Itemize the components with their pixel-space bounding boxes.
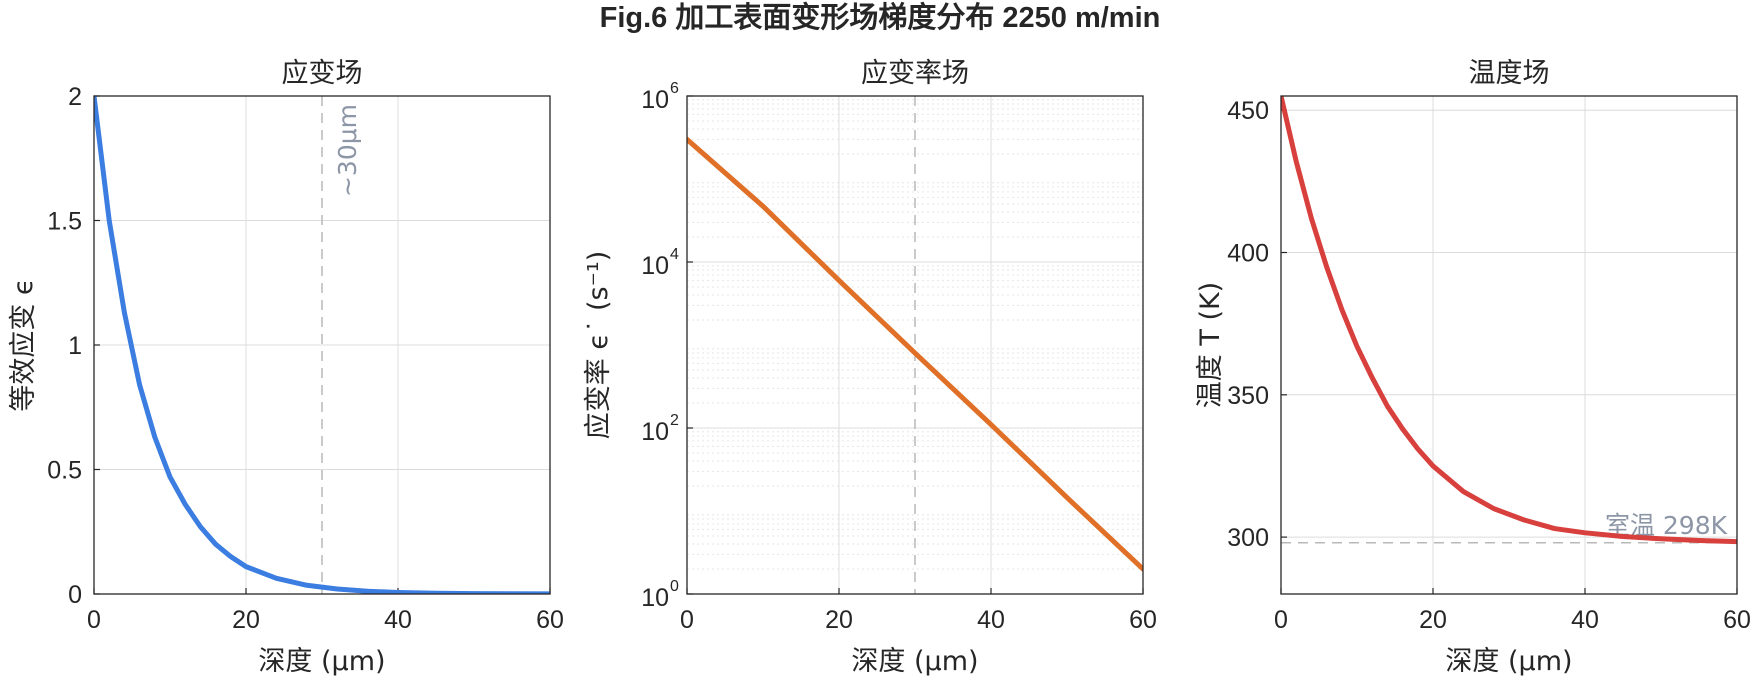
x-tick-label: 0 [87, 606, 101, 634]
y-tick-label-exponent: 6 [670, 80, 679, 97]
y-tick-label-exponent: 0 [670, 578, 679, 595]
x-axis-label: 深度 (μm) [1445, 646, 1572, 677]
y-tick-label: 400 [1227, 240, 1269, 268]
y-tick-label-exponent: 4 [670, 246, 679, 263]
y-axis-label: 应变率 ϵ˙ (s⁻¹) [583, 251, 614, 440]
series-line [687, 136, 1143, 572]
y-tick-label: 2 [68, 83, 82, 111]
x-tick-label: 0 [1274, 606, 1288, 634]
x-tick-label: 40 [1571, 606, 1599, 634]
series-line [94, 96, 550, 594]
y-tick-label-base: 10 [641, 584, 669, 612]
y-tick-label: 450 [1227, 97, 1269, 125]
axes-box [1280, 95, 1738, 595]
x-axis-label: 深度 (μm) [851, 646, 978, 677]
y-tick-label: 1 [68, 332, 82, 360]
x-tick-label: 60 [1723, 606, 1751, 634]
y-tick-label: 1.5 [47, 208, 82, 236]
y-tick-label-base: 10 [641, 252, 669, 280]
y-tick-label-exponent: 2 [670, 412, 679, 429]
x-tick-label: 0 [680, 606, 694, 634]
y-axis-label: 等效应变 ϵ [8, 278, 39, 411]
x-tick-label: 20 [825, 606, 853, 634]
x-tick-label: 40 [977, 606, 1005, 634]
x-tick-label: 60 [1129, 606, 1157, 634]
y-tick-label: 350 [1227, 382, 1269, 410]
y-axis-label: 温度 T (K) [1195, 282, 1226, 408]
y-tick-label: 300 [1227, 524, 1269, 552]
y-tick-label: 0 [68, 581, 82, 609]
x-axis-label: 深度 (μm) [258, 646, 385, 677]
x-tick-label: 20 [1419, 606, 1447, 634]
subplot-title: 温度场 [1469, 58, 1550, 89]
series-line [1281, 96, 1737, 545]
y-tick-label-base: 10 [641, 86, 669, 114]
x-tick-label: 40 [384, 606, 412, 634]
subplot-title: 应变场 [282, 58, 363, 89]
y-tick-label: 0.5 [47, 457, 82, 485]
axes-box [686, 95, 1144, 595]
x-tick-label: 60 [536, 606, 564, 634]
reference-vline-label: ~30μm [333, 104, 362, 197]
y-tick-label-base: 10 [641, 418, 669, 446]
x-tick-label: 20 [232, 606, 260, 634]
subplot-title: 应变率场 [861, 58, 969, 89]
figure-title: Fig.6 加工表面变形场梯度分布 2250 m/min [600, 0, 1161, 34]
axes-box [93, 95, 551, 595]
